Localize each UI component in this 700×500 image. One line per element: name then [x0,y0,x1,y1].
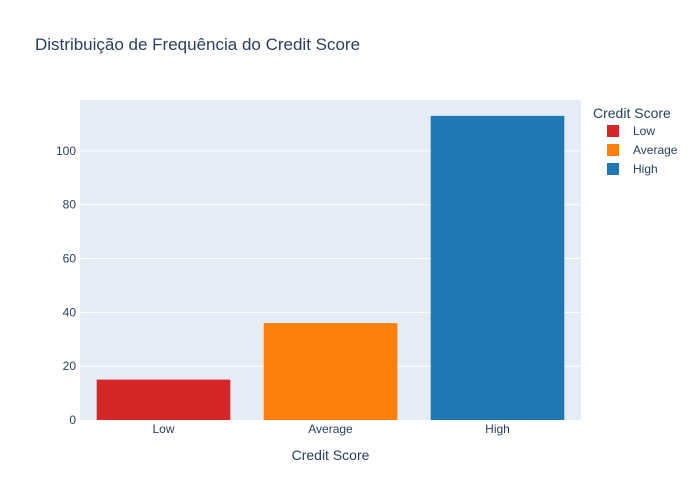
bars [96,115,565,420]
y-tick-label: 0 [69,413,76,427]
x-tick-label: High [485,422,510,436]
legend-swatch [607,144,619,156]
y-axis-ticks: 0 20 40 60 80 100 [56,144,76,427]
bar-average [263,323,398,420]
legend-swatch [607,163,619,175]
legend-item-label: Average [633,143,678,157]
legend: Credit Score Low Average High [593,105,678,176]
x-tick-label: Low [152,422,174,436]
x-axis-title: Credit Score [292,447,370,463]
legend-swatch [607,125,619,137]
legend-item-label: High [633,162,658,176]
legend-item-label: Low [633,124,655,138]
y-tick-label: 80 [63,198,77,212]
y-tick-label: 40 [63,305,77,319]
y-tick-label: 100 [56,144,76,158]
bar-high [430,115,565,420]
bar-low [96,379,231,420]
chart-title: Distribuição de Frequência do Credit Sco… [35,35,360,54]
y-tick-label: 60 [63,252,77,266]
y-tick-label: 20 [63,359,77,373]
x-tick-label: Average [308,422,353,436]
legend-title: Credit Score [593,105,671,121]
x-axis-ticks: Low Average High [152,422,509,436]
